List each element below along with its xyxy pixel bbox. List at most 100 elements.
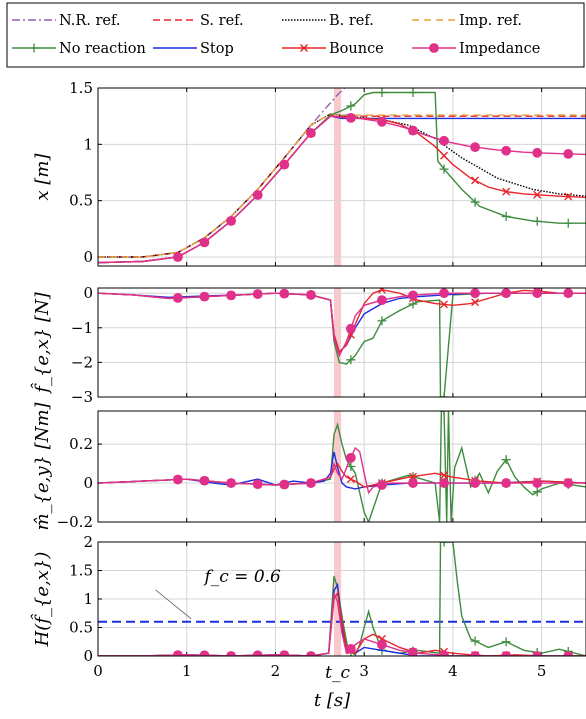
series-marker [279, 479, 290, 490]
panel-frame [97, 87, 586, 267]
series-marker [470, 636, 480, 646]
series-marker [252, 650, 263, 656]
series-marker [408, 290, 418, 301]
series-marker [226, 478, 236, 488]
series-line [98, 115, 586, 264]
legend-entry: S. ref. [153, 13, 244, 29]
legend-marker [429, 43, 439, 53]
legend-entry: Bounce [282, 41, 384, 57]
legend-entry: N.R. ref. [12, 13, 120, 29]
series-marker [439, 650, 449, 656]
y-tick-label: −1 [71, 319, 93, 337]
tc-label: t_c [325, 663, 350, 683]
y-tick-label: −0.2 [57, 513, 93, 531]
series-marker [199, 237, 210, 248]
legend-label: B. ref. [329, 13, 374, 29]
series-marker [377, 295, 387, 306]
series-marker [408, 88, 418, 98]
series-marker [408, 125, 418, 136]
legend-label: Stop [200, 41, 234, 57]
series-marker [470, 197, 480, 207]
x-tick-label: 2 [271, 662, 281, 680]
y-tick-label: 0.5 [69, 619, 93, 637]
series-marker [346, 355, 356, 365]
series-line [98, 289, 586, 354]
series-line [98, 115, 586, 264]
tc-band [334, 88, 342, 266]
legend-label: N.R. ref. [59, 13, 120, 29]
series-marker [501, 211, 511, 221]
series-marker [532, 487, 542, 497]
legend-label: Imp. ref. [459, 13, 522, 29]
legend-label: No reaction [59, 41, 146, 57]
series-line [98, 292, 586, 358]
series-marker [533, 190, 542, 199]
series-marker [199, 291, 210, 302]
series-marker [439, 411, 449, 416]
series-marker [377, 88, 387, 98]
series-marker [172, 252, 183, 262]
threshold-leader [155, 589, 192, 620]
y-axis-label: m̂_{e,y} [Nm] [32, 401, 53, 530]
series-marker [439, 542, 449, 547]
series-marker [532, 216, 542, 226]
legend-label: S. ref. [200, 13, 244, 29]
series-marker [470, 142, 480, 153]
threshold-label: f_c = 0.6 [202, 567, 281, 587]
series-marker [345, 323, 356, 334]
series-marker [345, 643, 356, 654]
legend-marker [29, 43, 39, 53]
panel-H: 0 0.5 1 1.5 2 f_c = 0.6 H(f̂_{e,x}) [30, 533, 586, 665]
series-line [98, 411, 586, 522]
x-tick-label: 3 [359, 662, 369, 680]
series-line [98, 113, 586, 258]
y-tick-label: 0 [83, 284, 93, 302]
series-marker [501, 478, 512, 488]
y-tick-label: 2 [83, 533, 93, 551]
series-marker [532, 147, 543, 158]
series-line [98, 113, 586, 258]
legend-entry: Imp. ref. [412, 13, 522, 29]
series-marker [471, 298, 480, 307]
series-marker [279, 650, 290, 656]
series-marker [252, 479, 263, 490]
y-tick-label: 1 [83, 590, 93, 608]
series-marker [439, 135, 449, 146]
tc-band [334, 288, 342, 397]
y-tick-label: 1 [83, 135, 93, 153]
panel-x: 0 0.5 1 1.5 x [m] [32, 79, 586, 267]
legend-entry: Impedance [412, 41, 540, 57]
series-marker [408, 647, 418, 656]
series-marker [501, 145, 512, 156]
series-marker [346, 475, 355, 484]
y-tick-label: 1.5 [69, 79, 93, 97]
series-marker [226, 290, 236, 301]
y-tick-label: 0.5 [69, 192, 93, 210]
series-marker [408, 478, 418, 488]
series-line [98, 113, 586, 258]
series-marker [563, 218, 573, 228]
y-tick-label: 0 [83, 647, 93, 665]
series-marker [172, 474, 183, 485]
series-marker [439, 164, 449, 174]
series-marker [439, 288, 449, 299]
x-axis-label: t [s] [314, 690, 351, 711]
series-line [98, 115, 586, 264]
series-marker [408, 299, 418, 309]
series-marker [172, 293, 183, 303]
y-axis-label: f̂_{e,x} [N] [30, 291, 53, 395]
series-marker [226, 216, 236, 226]
series-marker [564, 192, 573, 201]
series-marker [563, 478, 574, 488]
y-tick-label: −2 [71, 353, 93, 371]
x-tick-label: 5 [537, 662, 547, 680]
legend-label: Bounce [329, 41, 384, 57]
series-marker [172, 650, 183, 656]
series-marker [501, 455, 511, 465]
panel-frame [97, 541, 586, 657]
series-marker [199, 650, 210, 656]
series-marker [199, 475, 210, 486]
series-marker [306, 290, 316, 300]
series-group [98, 411, 586, 522]
